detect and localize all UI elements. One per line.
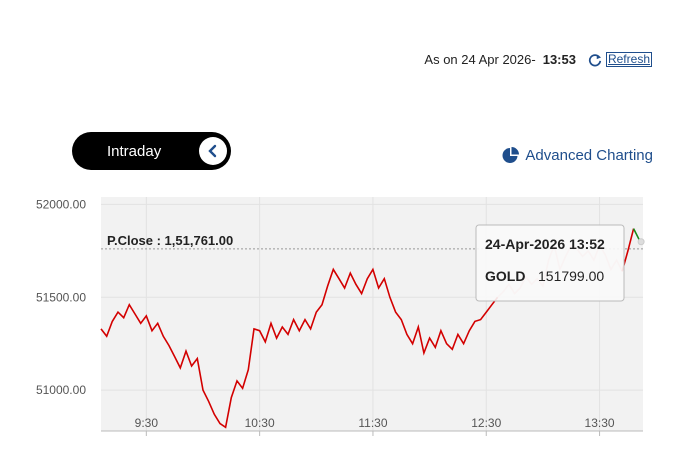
refresh-icon[interactable] [588, 53, 602, 67]
x-tick-label: 13:30 [585, 416, 615, 430]
x-tick-label: 11:30 [358, 416, 387, 430]
price-line [100, 267, 499, 429]
x-tick-label: 10:30 [245, 416, 275, 430]
y-tick-label: 52000.00 [36, 197, 86, 211]
as-on-timestamp: As on 24 Apr 2026- 13:53 Refresh [424, 52, 652, 67]
advanced-charting-label: Advanced Charting [525, 147, 653, 164]
chart-tooltip: 24-Apr-2026 13:52 GOLD 151799.00 [475, 224, 625, 302]
hover-point-marker [637, 238, 645, 246]
advanced-charting-link[interactable]: Advanced Charting [502, 147, 653, 164]
y-tick-label: 51000.00 [36, 383, 86, 397]
refresh-link[interactable]: Refresh [605, 52, 652, 67]
prev-close-label: P.Close : 1,51,761.00 [107, 233, 233, 248]
intraday-toggle[interactable]: Intraday [72, 132, 231, 170]
intraday-label: Intraday [107, 142, 162, 160]
x-tick-label: 12:30 [471, 416, 501, 430]
pie-chart-icon [502, 147, 520, 163]
tooltip-value: 151799.00 [538, 268, 604, 284]
y-tick-label: 51500.00 [36, 290, 86, 304]
as-on-label: As on 24 Apr 2026- [424, 52, 536, 67]
tooltip-date: 24-Apr-2026 13:52 [485, 236, 605, 252]
tooltip-box [475, 224, 625, 302]
intraday-price-chart: 52000.00 51500.00 51000.00 9:30 10:30 11:30 1… [36, 197, 645, 436]
as-on-time: 13:53 [542, 52, 576, 67]
chevron-left-icon[interactable] [199, 137, 227, 165]
tooltip-symbol: GOLD [485, 268, 525, 284]
x-tick-label: 9:30 [135, 416, 159, 430]
